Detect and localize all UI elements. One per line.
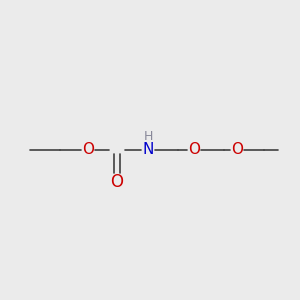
Text: O: O	[188, 142, 200, 158]
Text: H: H	[143, 130, 153, 142]
Text: O: O	[110, 173, 124, 191]
Text: O: O	[82, 142, 94, 158]
Text: N: N	[142, 142, 154, 158]
Text: O: O	[231, 142, 243, 158]
